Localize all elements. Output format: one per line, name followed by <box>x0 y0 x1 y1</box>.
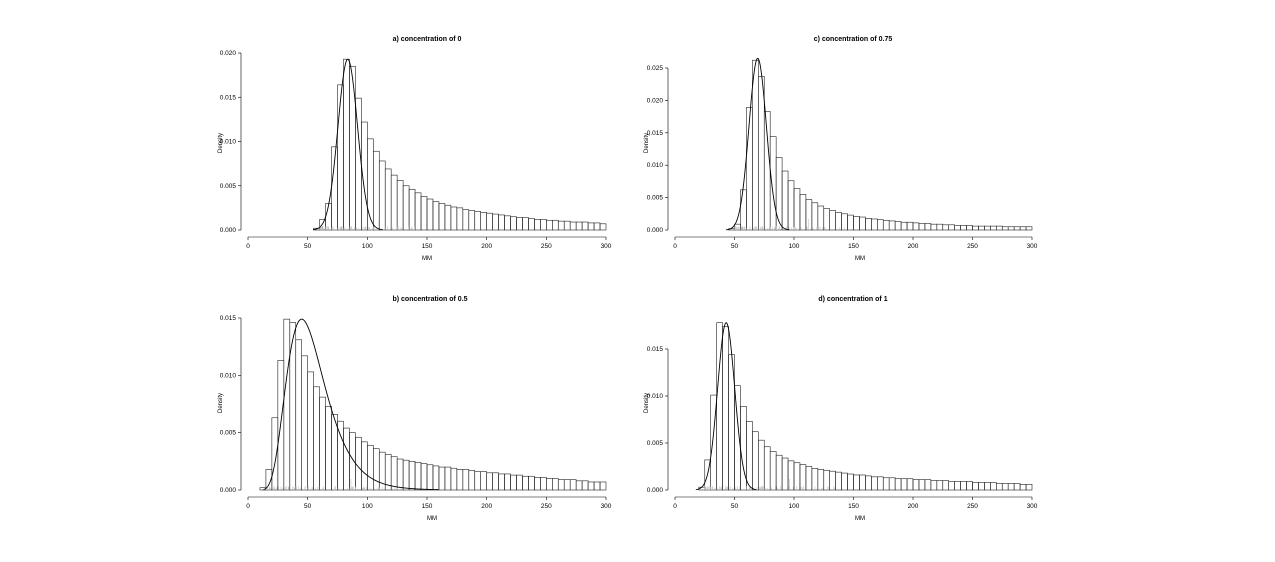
panel-a-y-tick-label: 0.020 <box>220 50 237 57</box>
panel-d-x-tick-label: 300 <box>1027 503 1038 510</box>
panel-d-title: d) concentration of 1 <box>818 296 887 303</box>
panel-c-y-tick-label: 0.015 <box>647 130 664 137</box>
panel-a-density-curve <box>312 58 383 231</box>
panel-a-y-tick-label: 0.000 <box>220 227 237 234</box>
panel-c-bar <box>1025 226 1033 231</box>
panel-c-y-tick-label: 0.005 <box>647 195 664 202</box>
panel-b-title: b) concentration of 0.5 <box>392 296 467 303</box>
panel-c-x-tick-label: 200 <box>908 243 919 250</box>
panel-c-y-tick-label: 0.000 <box>647 227 664 234</box>
panel-b: b) concentration of 0.5 Density MM 0 50 10… <box>218 296 612 522</box>
panel-c-y-tick-label: 0.020 <box>647 97 664 104</box>
panel-b-xlabel: MM <box>427 516 437 522</box>
panel-c-x-tick-label: 150 <box>848 243 859 250</box>
panel-a-x-tick-label: 200 <box>481 243 492 250</box>
panel-d-x-tick-label: 250 <box>967 503 978 510</box>
panel-d: d) concentration of 1 Density MM 0 50 100 1… <box>644 296 1038 522</box>
panel-b-y-tick-label: 0.000 <box>220 487 237 494</box>
panel-b-x-tick-label: 50 <box>304 503 312 510</box>
panel-a-x-tick-label: 150 <box>422 243 433 250</box>
panel-b-x-tick-label: 100 <box>362 503 373 510</box>
panel-a-y-tick-label: 0.005 <box>220 183 237 190</box>
panel-b-y-tick-label: 0.015 <box>220 315 237 322</box>
panel-d-x-tick-label: 150 <box>848 503 859 510</box>
panel-a-x-tick-label: 0 <box>246 243 250 250</box>
panel-d-xlabel: MM <box>855 516 865 522</box>
panel-d-density-curve <box>695 322 757 491</box>
panel-d-y-tick-label: 0.005 <box>647 440 664 447</box>
panel-c-plot: 0 50 100 150 200 250 300 0.000 0.005 0.010 0.015 0.… <box>647 57 1038 250</box>
panel-b-x-tick-label: 250 <box>541 503 552 510</box>
panel-c-x-tick-label: 250 <box>967 243 978 250</box>
panel-b-y-tick-label: 0.005 <box>220 430 237 437</box>
panel-d-plot: 0 50 100 150 200 250 300 0.000 0.005 0.010 0.015 <box>647 322 1038 510</box>
panel-b-bar <box>599 481 607 491</box>
panel-d-x-tick-label: 200 <box>908 503 919 510</box>
panel-d-x-tick-label: 50 <box>731 503 739 510</box>
panel-b-x-tick-label: 200 <box>481 503 492 510</box>
panel-a-y-tick-label: 0.015 <box>220 94 237 101</box>
panel-b-ylabel: Density <box>218 393 224 413</box>
panel-b-x-tick-label: 150 <box>422 503 433 510</box>
panel-d-bar <box>1025 484 1033 491</box>
panel-a-ylabel: Density <box>218 133 224 153</box>
panel-c-x-tick-label: 300 <box>1027 243 1038 250</box>
panel-a-x-tick-label: 250 <box>541 243 552 250</box>
panel-d-ylabel: Density <box>644 393 650 413</box>
panel-a-plot: 0 50 100 150 200 250 300 0.000 0.005 0.010 0.015 0.… <box>220 50 612 250</box>
panel-c: c) concentration of 0.75 Density MM 0 50 1… <box>644 36 1038 262</box>
panel-b-x-tick-label: 300 <box>601 503 612 510</box>
panel-b-plot: 0 50 100 150 200 250 300 0.000 0.005 0.010 0.015 <box>220 315 612 510</box>
panel-b-y-tick-label: 0.010 <box>220 372 237 379</box>
panel-a-x-tick-label: 50 <box>304 243 312 250</box>
panel-d-y-tick-label: 0.010 <box>647 393 664 400</box>
panel-d-x-tick-label: 0 <box>673 503 677 510</box>
panel-c-density-curve <box>726 57 790 231</box>
panel-d-y-tick-label: 0.015 <box>647 346 664 353</box>
panel-b-density-curve <box>263 318 439 491</box>
panel-a-xlabel: MM <box>422 256 432 262</box>
panel-a-bar <box>599 223 607 231</box>
panel-a-title: a) concentration of 0 <box>393 36 462 43</box>
panel-c-y-tick-label: 0.010 <box>647 162 664 169</box>
panel-c-x-tick-label: 100 <box>789 243 800 250</box>
panel-c-title: c) concentration of 0.75 <box>814 36 893 43</box>
panel-c-xlabel: MM <box>855 256 865 262</box>
panel-c-x-tick-label: 0 <box>673 243 677 250</box>
panel-a-y-tick-label: 0.010 <box>220 139 237 146</box>
panel-a-x-tick-label: 300 <box>601 243 612 250</box>
panel-a: a) concentration of 0 Density MM 0 50 100 1… <box>218 36 612 262</box>
panel-a-x-tick-label: 100 <box>362 243 373 250</box>
panel-c-y-tick-label: 0.025 <box>647 65 664 72</box>
panel-d-y-tick-label: 0.000 <box>647 487 664 494</box>
panel-c-ylabel: Density <box>644 133 650 153</box>
panel-c-x-tick-label: 50 <box>731 243 739 250</box>
panel-b-x-tick-label: 0 <box>246 503 250 510</box>
panel-d-x-tick-label: 100 <box>789 503 800 510</box>
